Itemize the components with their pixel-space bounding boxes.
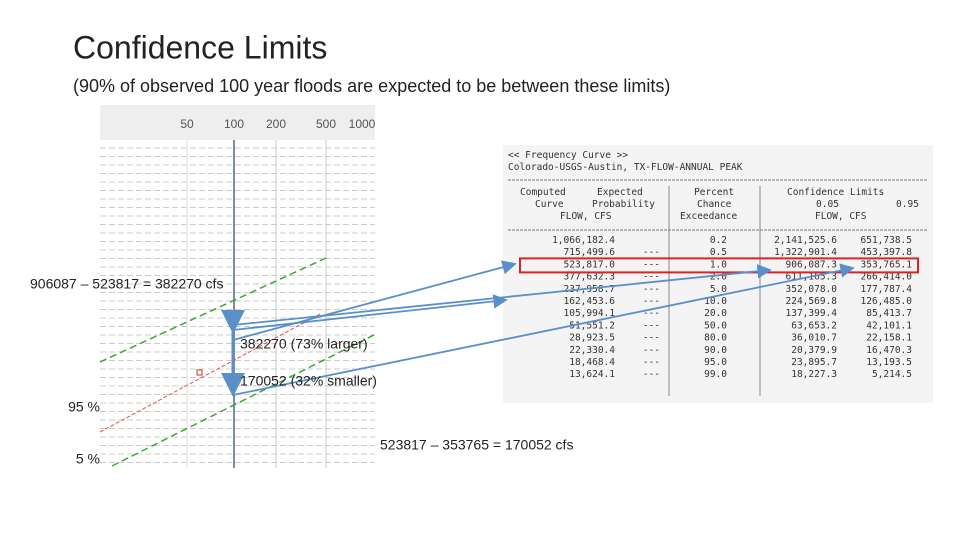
table-header: Computed — [520, 187, 566, 198]
cell: --- — [643, 333, 660, 344]
cell: --- — [643, 259, 660, 270]
subtitle: (90% of observed 100 year floods are exp… — [73, 76, 670, 96]
cell: 137,399.4 — [786, 308, 838, 319]
cell: 523,817.0 — [564, 259, 616, 270]
cell: --- — [643, 320, 660, 331]
cell: 23,895.7 — [791, 357, 837, 368]
cell: 13,624.1 — [569, 369, 615, 380]
cell: 20,379.9 — [791, 345, 837, 356]
cell: 224,569.8 — [786, 296, 838, 307]
cell: 377,632.3 — [564, 272, 615, 283]
table-header: Exceedance — [680, 211, 737, 222]
table-panel — [503, 145, 933, 403]
cell: 95.0 — [704, 357, 727, 368]
cell: 906,087.3 — [786, 259, 837, 270]
arrow — [232, 260, 517, 341]
table-heading: << Frequency Curve >> — [508, 150, 628, 161]
lower-limit-curve — [111, 333, 377, 467]
cell: 353,765.1 — [861, 259, 913, 270]
cell: 266,414.0 — [861, 272, 913, 283]
annotation: 523817 – 353765 = 170052 cfs — [380, 437, 573, 453]
cell: 18,468.4 — [569, 357, 615, 368]
cell: --- — [643, 272, 660, 283]
cell: 126,485.0 — [861, 296, 913, 307]
cell: --- — [643, 369, 660, 380]
cell: --- — [643, 308, 660, 319]
cell: 162,453.6 — [564, 296, 616, 307]
cell: 99.0 — [704, 369, 727, 380]
annotation: 906087 – 523817 = 382270 cfs — [30, 276, 223, 292]
cell: 85,413.7 — [866, 308, 912, 319]
curve-label: 5 % — [76, 451, 100, 467]
cell: 80.0 — [704, 333, 727, 344]
table-header: Expected — [597, 187, 643, 198]
table-header: FLOW, CFS — [560, 211, 612, 222]
arrow — [232, 294, 508, 331]
cell: 5,214.5 — [872, 369, 912, 380]
cell: 2,141,525.6 — [774, 235, 837, 246]
highlight — [519, 257, 919, 274]
cell: --- — [643, 357, 660, 368]
plot — [100, 105, 933, 403]
table-location: Colorado-USGS-Austin, TX-FLOW-ANNUAL PEA… — [508, 162, 743, 173]
cell: 10.0 — [704, 296, 727, 307]
cell: 90.0 — [704, 345, 727, 356]
cell: 0.5 — [710, 247, 727, 258]
cell: --- — [643, 296, 660, 307]
cell: 20.0 — [704, 308, 727, 319]
table-header: Curve — [535, 199, 564, 210]
cell: 105,994.1 — [564, 308, 616, 319]
table-header: 0.05 — [816, 199, 839, 210]
cell: 453,397.8 — [861, 247, 913, 258]
x-label: 1000 — [349, 117, 376, 131]
cell: 1,066,182.4 — [552, 235, 615, 246]
cell: 651,738.5 — [861, 235, 912, 246]
x-label: 100 — [224, 117, 244, 131]
point — [196, 369, 203, 376]
cell: 13,193.5 — [866, 357, 912, 368]
arrow — [232, 263, 855, 396]
cell: 51,551.2 — [569, 320, 615, 331]
cell: 715,499.6 — [564, 247, 616, 258]
upper-limit-curve — [99, 257, 327, 363]
annotation: 382270 (73% larger) — [240, 336, 368, 352]
cell: 63,653.2 — [791, 320, 837, 331]
cell: 2.0 — [710, 272, 727, 283]
cell: --- — [643, 247, 660, 258]
cell: 177,787.4 — [861, 284, 913, 295]
x-label: 50 — [180, 117, 194, 131]
plot-header — [100, 105, 375, 140]
table-header: Chance — [697, 199, 732, 210]
cell: 0.2 — [710, 235, 727, 246]
table-header: 0.95 — [896, 199, 919, 210]
cell: 1,322,901.4 — [774, 247, 837, 258]
cell: 22,330.4 — [569, 345, 615, 356]
cell: 50.0 — [704, 320, 727, 331]
cell: --- — [643, 345, 660, 356]
cell: 42,101.1 — [866, 320, 912, 331]
x-label: 500 — [316, 117, 336, 131]
curve-label: 95 % — [68, 399, 100, 415]
cell: 1.0 — [710, 259, 727, 270]
cell: 28,923.5 — [569, 333, 615, 344]
cell: 18,227.3 — [791, 369, 837, 380]
cell: 22,158.1 — [866, 333, 912, 344]
title: Confidence Limits — [73, 29, 327, 65]
table-header: Percent — [694, 187, 734, 198]
cell: --- — [643, 284, 660, 295]
cell: 16,470.3 — [866, 345, 912, 356]
cell: 36,010.7 — [791, 333, 837, 344]
table-header: Confidence Limits — [787, 187, 884, 198]
cell: 352,078.0 — [786, 284, 838, 295]
annotation: 170052 (32% smaller) — [240, 373, 377, 389]
cell: 5.0 — [710, 284, 727, 295]
table-header: Probability — [592, 199, 655, 210]
x-label: 200 — [266, 117, 286, 131]
table-header: FLOW, CFS — [815, 211, 867, 222]
